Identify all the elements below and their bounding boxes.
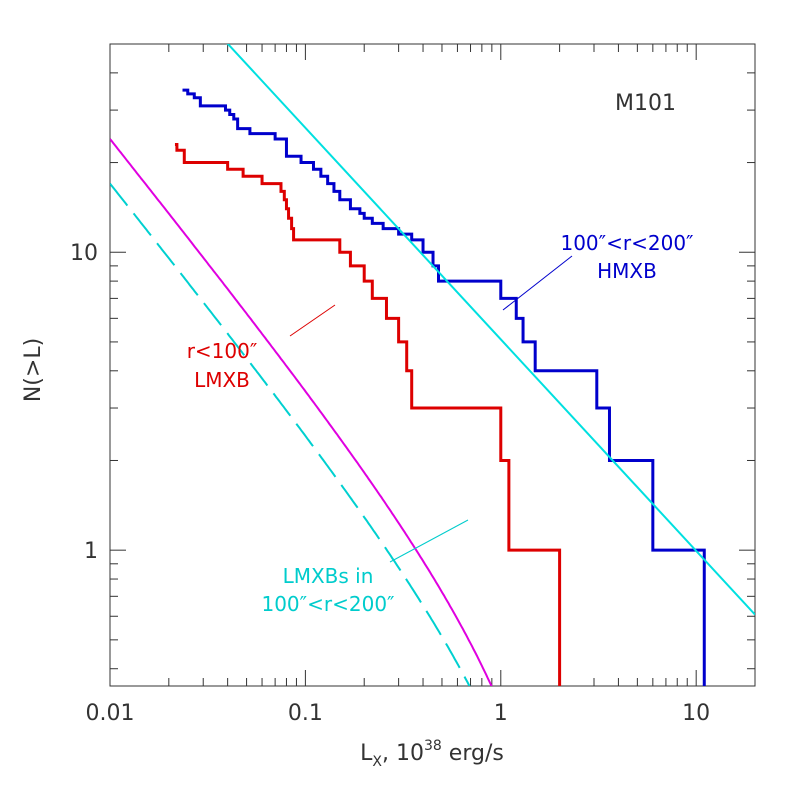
y-tick-label: 1 bbox=[84, 539, 98, 564]
annotations: 100″<r<200″ HMXB r<100″ LMXB LMXBs in 100″<r<… bbox=[187, 231, 694, 616]
lmxb-outer-pointer bbox=[389, 519, 469, 563]
axis-ticks: 0.01 0.1 1 10 1 10 bbox=[70, 43, 756, 726]
series-100-r-200-hmxb bbox=[182, 88, 706, 686]
series-lmxb-model bbox=[110, 138, 493, 686]
series-power-law-fit bbox=[226, 44, 755, 616]
series-r-100-lmxb bbox=[174, 142, 562, 686]
hmxb-pointer bbox=[502, 255, 573, 311]
lmxb-label: r<100″ bbox=[187, 339, 258, 363]
lmxb-outer-label: LMXBs in bbox=[283, 564, 374, 588]
curves bbox=[110, 44, 755, 686]
x-tick-label: 10 bbox=[682, 701, 710, 726]
x-tick-label: 0.1 bbox=[288, 701, 323, 726]
lmxb-label: LMXB bbox=[194, 368, 250, 392]
y-tick-label: 10 bbox=[70, 241, 98, 266]
x-tick-label: 0.01 bbox=[86, 701, 135, 726]
series-lmxbs-outer bbox=[110, 182, 471, 686]
lmxb-pointer bbox=[289, 304, 336, 337]
plot-frame bbox=[109, 43, 756, 687]
hmxb-label: 100″<r<200″ bbox=[560, 231, 693, 255]
panel-label: M101 bbox=[615, 91, 676, 116]
y-axis-label: N(>L) bbox=[21, 338, 46, 402]
x-tick-label: 1 bbox=[494, 701, 508, 726]
lmxb-outer-label: 100″<r<200″ bbox=[261, 592, 394, 616]
x-axis-label: LX, 1038 erg/s bbox=[360, 738, 504, 770]
hmxb-label: HMXB bbox=[597, 259, 657, 283]
